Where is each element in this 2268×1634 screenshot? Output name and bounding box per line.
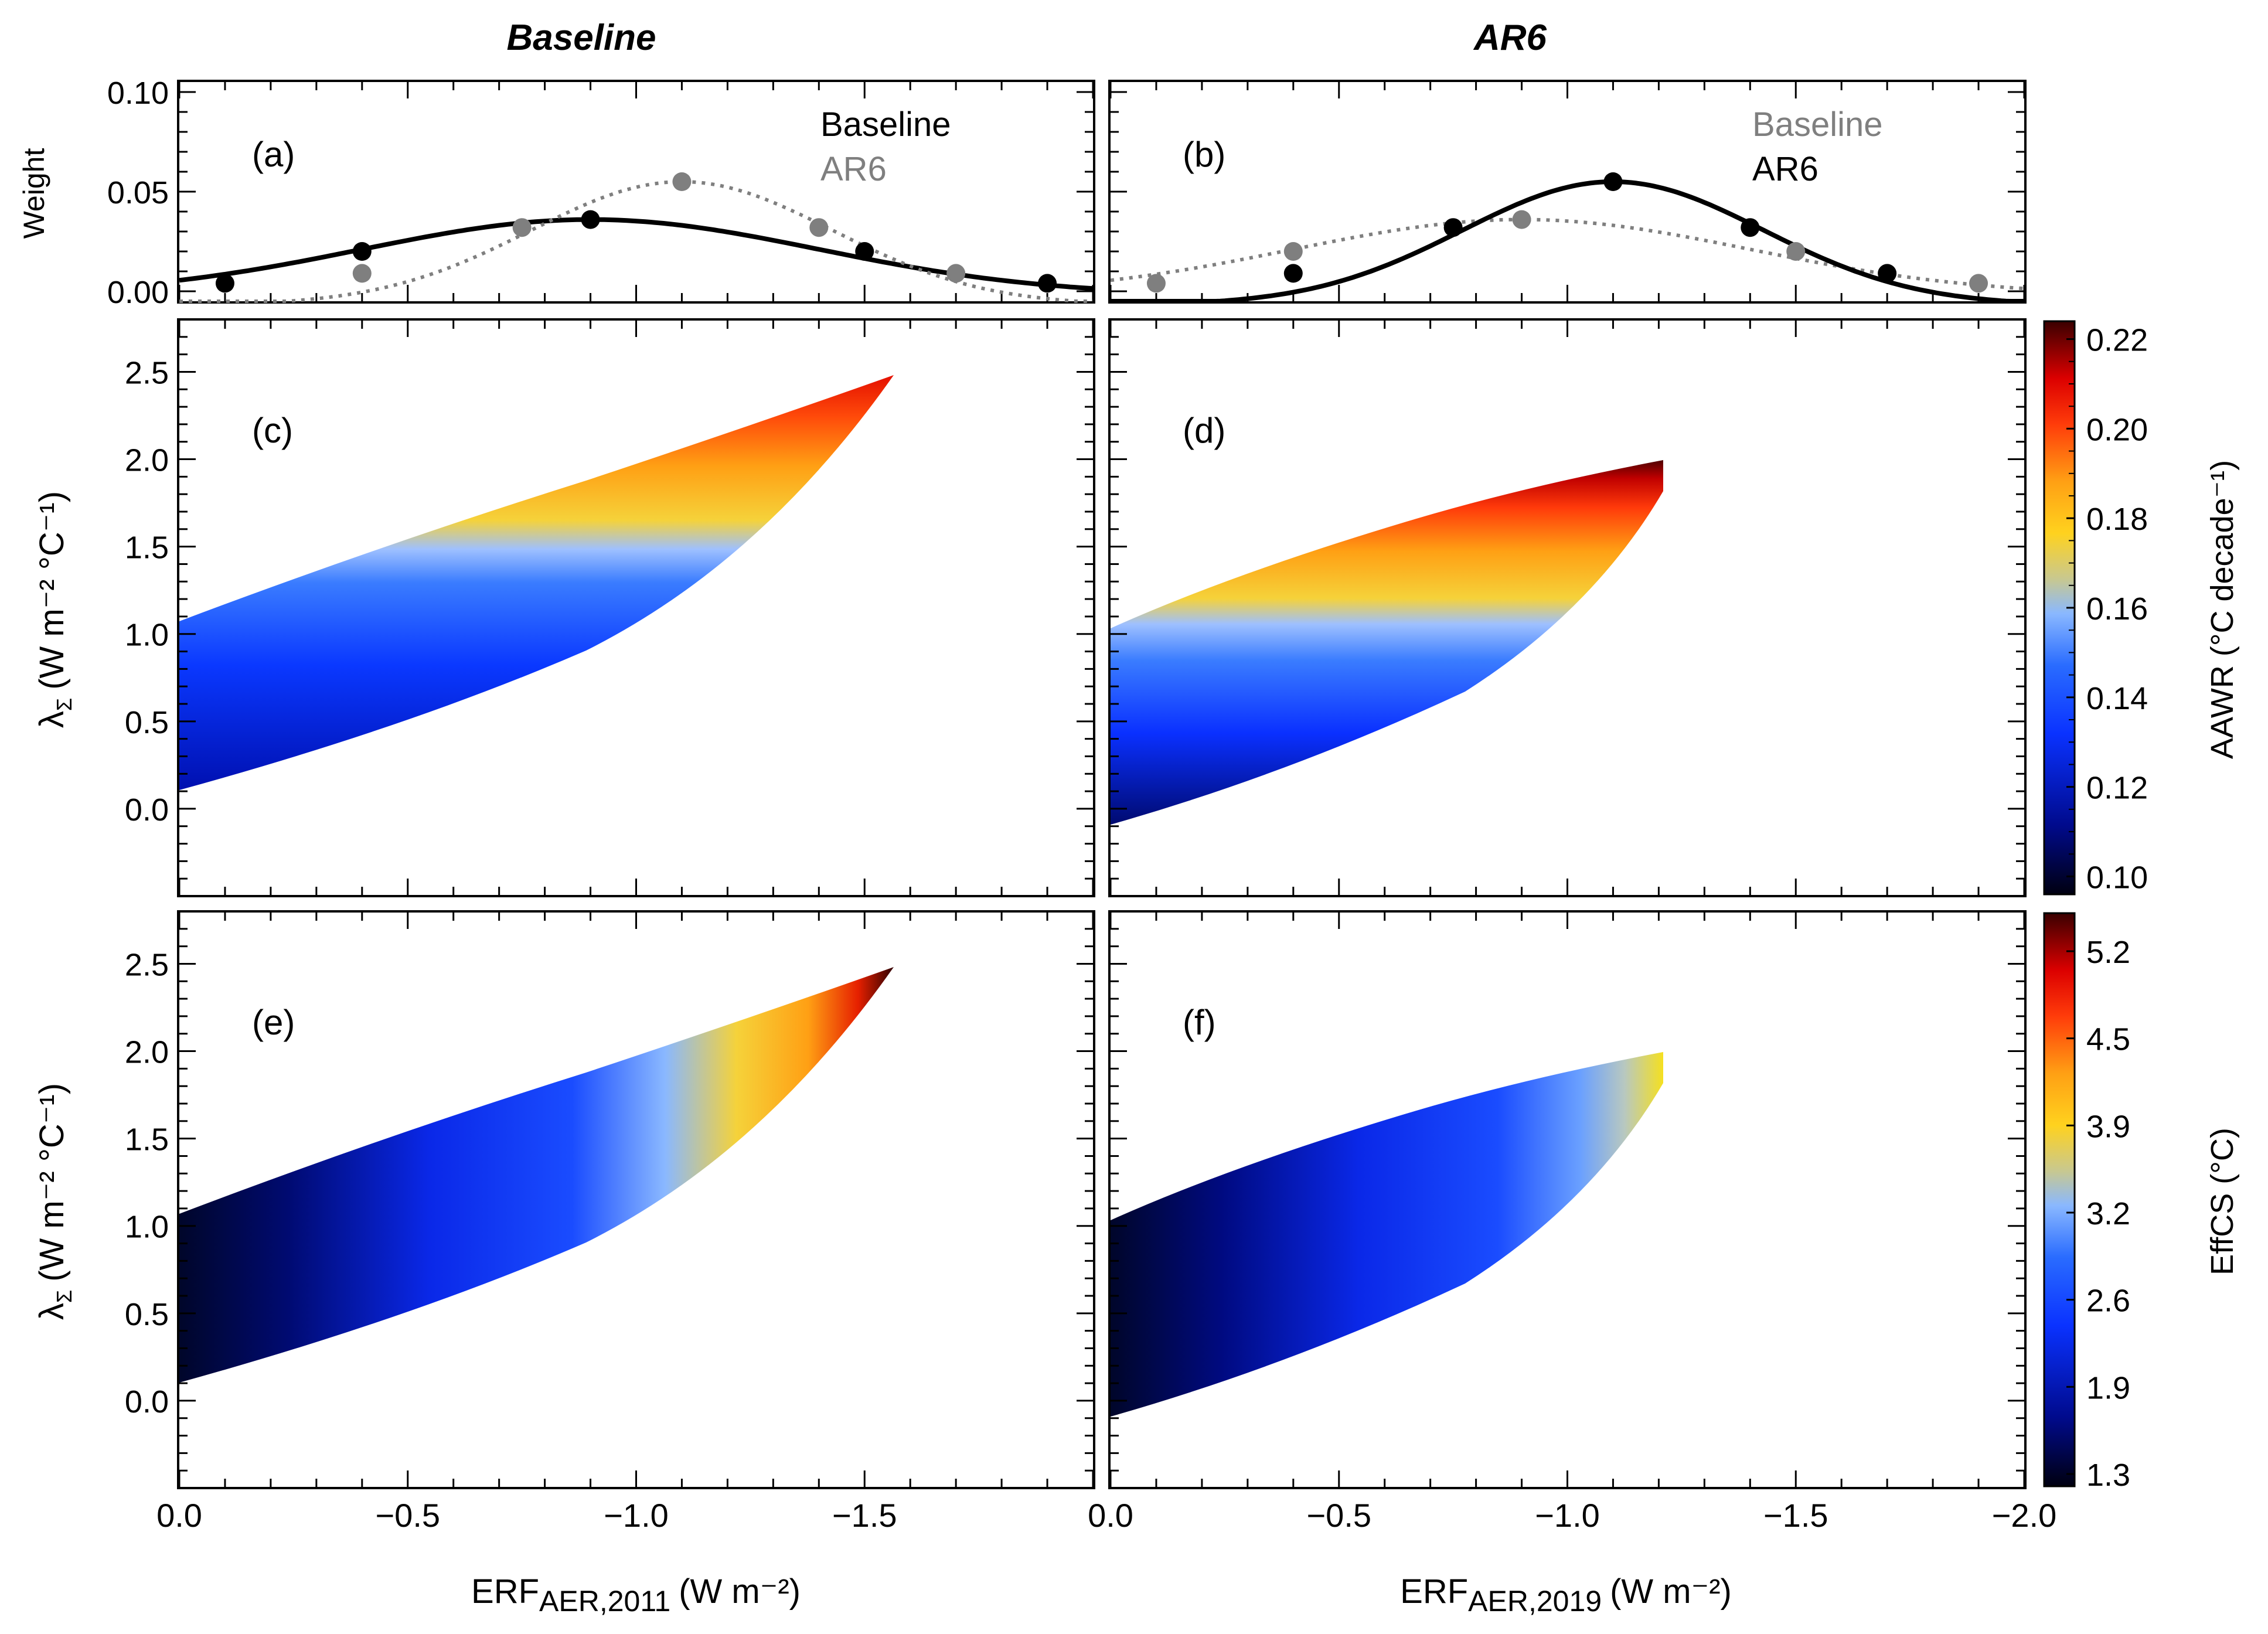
curve-a-baseline (179, 217, 1094, 291)
ylabel-lambda-e: λΣ(W m⁻² °C⁻¹) (33, 1083, 76, 1320)
colorbar-tick-label: 0.18 (2086, 502, 2148, 537)
x-tick-label: −0.5 (375, 1497, 440, 1534)
panel-e-scatter-region (179, 967, 894, 1383)
colorbar-tick-label: 5.2 (2086, 935, 2130, 970)
left-column-title: Baseline (506, 18, 656, 58)
y-tick-label: 1.0 (125, 1210, 169, 1245)
colorbar-tick-label: 0.20 (2086, 412, 2148, 447)
x-tick-label: 0.0 (1088, 1497, 1133, 1534)
panel-label-c: (c) (252, 411, 293, 450)
colorbar-tick-label: 3.9 (2086, 1109, 2130, 1144)
y-tick-label: 0.05 (107, 175, 169, 210)
weight-marker (1512, 210, 1531, 229)
weight-marker (512, 218, 532, 237)
weight-marker (1603, 172, 1623, 191)
weight-marker (1038, 274, 1057, 293)
axis-ticks: 0.0 −0.5 −1.0 −1.5 0.0 −0.5 −1.0 −1.5 −2.0 0.00 0.… (107, 76, 2056, 1534)
x-tick-label: −0.5 (1306, 1497, 1371, 1534)
weight-marker (1786, 242, 1806, 261)
weight-points (215, 172, 1988, 293)
weight-marker (672, 172, 692, 191)
legend-a-baseline: Baseline (820, 105, 951, 144)
colorbar-tick-label: 2.6 (2086, 1284, 2130, 1319)
colorbar-tick-label: 0.14 (2086, 681, 2148, 716)
legend-a-ar6: AR6 (820, 150, 887, 188)
weight-marker (855, 242, 874, 261)
curve-a-ar6 (179, 179, 1093, 303)
xlabel-right: ERFAER,2019 (W m⁻²) (1400, 1572, 1732, 1618)
y-tick-label: 1.0 (125, 618, 169, 653)
y-tick-label: 0.0 (125, 1384, 169, 1419)
colorbar-tick-label: 0.12 (2086, 771, 2148, 806)
weight-curves (179, 179, 2025, 304)
colorbar-tick-label: 0.10 (2086, 860, 2148, 895)
panel-label-b: (b) (1183, 135, 1225, 174)
legend-b-baseline: Baseline (1752, 105, 1882, 144)
weight-marker (809, 218, 829, 237)
xlabel-left: ERFAER,2011 (W m⁻²) (471, 1572, 801, 1618)
weight-marker (1741, 218, 1760, 237)
curve-b-ar6 (1111, 179, 2024, 304)
weight-marker (215, 274, 234, 293)
weight-marker (1146, 274, 1166, 293)
weight-marker (581, 210, 600, 229)
x-tick-label: 0.0 (156, 1497, 202, 1534)
weight-marker (1969, 274, 1988, 293)
weight-marker (946, 264, 966, 283)
x-tick-label: −1.0 (1535, 1497, 1600, 1534)
weight-marker (1283, 242, 1303, 261)
weight-marker (1283, 264, 1303, 283)
x-tick-label: −1.5 (1763, 1497, 1828, 1534)
colorbar-tick-label: 1.3 (2086, 1458, 2130, 1493)
y-tick-label: 0.00 (107, 275, 169, 310)
y-tick-label: 1.5 (125, 1122, 169, 1158)
colorbar-tick-label: 0.16 (2086, 591, 2148, 627)
x-tick-label: −1.0 (604, 1497, 669, 1534)
panel-f-scatter-region (1111, 1052, 1663, 1417)
colorbar-tick-label: 4.5 (2086, 1022, 2130, 1057)
weight-marker (1878, 264, 1897, 283)
x-tick-label: −2.0 (1992, 1497, 2057, 1534)
y-tick-label: 1.5 (125, 530, 169, 566)
right-column-title: AR6 (1473, 18, 1547, 58)
colorbar-aawr-title: AAWR (°C decade⁻¹) (2205, 460, 2240, 759)
panel-label-f: (f) (1183, 1003, 1216, 1042)
panel-label-d: (d) (1183, 411, 1225, 450)
curve-b-baseline (1110, 217, 2025, 291)
y-tick-label: 2.0 (125, 1035, 169, 1070)
colorbar-effcs (2043, 912, 2076, 1487)
colorbar-effcs-title: EffCS (°C) (2205, 1128, 2240, 1275)
svg-text:λΣ(W m⁻² °C⁻¹): λΣ(W m⁻² °C⁻¹) (33, 491, 76, 728)
colorbar-ticks: 0.22 0.20 0.18 0.16 0.14 0.12 0.10 5.2 4.5 3.9 3.2… (2066, 323, 2148, 1493)
panel-label-a: (a) (252, 135, 295, 174)
y-tick-label: 2.0 (125, 443, 169, 478)
panel-label-e: (e) (252, 1003, 295, 1042)
colorbar-tick-label: 1.9 (2086, 1370, 2130, 1405)
weight-marker (352, 242, 372, 261)
legend-b-ar6: AR6 (1752, 150, 1819, 188)
svg-text:λΣ(W m⁻² °C⁻¹): λΣ(W m⁻² °C⁻¹) (33, 1083, 76, 1320)
panel-d-scatter-region (1111, 460, 1663, 825)
weight-marker (352, 264, 372, 283)
y-tick-label: 0.5 (125, 1297, 169, 1332)
weight-marker (1443, 218, 1463, 237)
y-tick-label: 0.10 (107, 76, 169, 111)
ylabel-lambda-c: λΣ(W m⁻² °C⁻¹) (33, 491, 76, 728)
y-tick-label: 0.5 (125, 705, 169, 740)
colorbar-tick-label: 3.2 (2086, 1196, 2130, 1231)
y-tick-label: 2.5 (125, 355, 169, 390)
colorbar-tick-label: 0.22 (2086, 323, 2148, 358)
ylabel-weight: Weight (18, 148, 50, 239)
y-tick-label: 2.5 (125, 947, 169, 982)
panel-c-scatter-region (179, 375, 894, 790)
y-tick-label: 0.0 (125, 792, 169, 828)
x-tick-label: −1.5 (832, 1497, 897, 1534)
